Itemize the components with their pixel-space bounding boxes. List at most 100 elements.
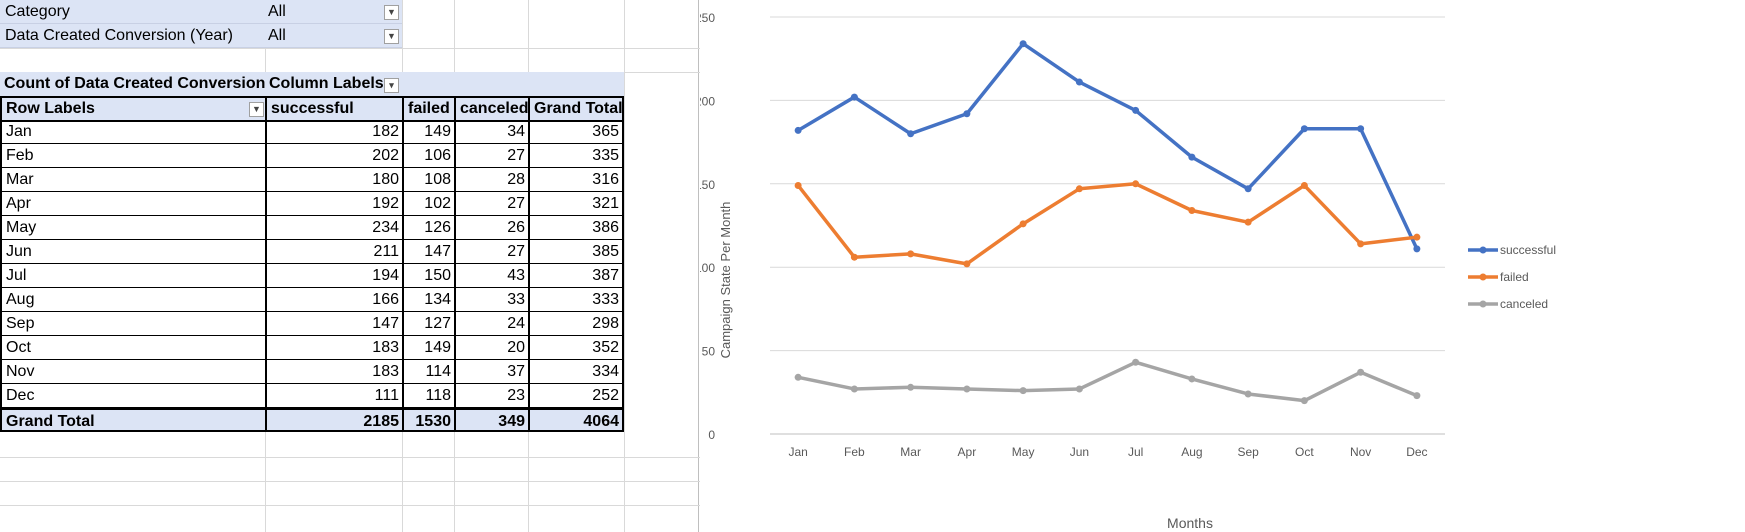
- value-canceled: 27: [454, 240, 528, 264]
- legend-item-successful[interactable]: successful: [1468, 243, 1556, 257]
- data-point-failed[interactable]: [1413, 233, 1421, 241]
- value-grand-total: 334: [528, 360, 624, 384]
- row-label: Nov: [0, 360, 265, 384]
- data-point-failed[interactable]: [1357, 240, 1365, 248]
- value-successful: 194: [265, 264, 402, 288]
- data-point-canceled[interactable]: [1075, 385, 1083, 393]
- data-point-failed[interactable]: [1244, 218, 1252, 226]
- data-point-canceled[interactable]: [794, 373, 802, 381]
- data-point-failed[interactable]: [850, 253, 858, 261]
- legend-marker: [1479, 246, 1487, 254]
- value-canceled: 27: [454, 192, 528, 216]
- data-point-failed[interactable]: [794, 181, 802, 189]
- value-successful: 183: [265, 336, 402, 360]
- legend-item-failed[interactable]: failed: [1468, 270, 1529, 284]
- value-successful: 202: [265, 144, 402, 168]
- series-line-failed[interactable]: [796, 182, 1418, 266]
- pivot-worksheet: Category All ▼ Data Created Conversion (…: [0, 0, 700, 532]
- value-failed: 150: [402, 264, 454, 288]
- column-filter-icon[interactable]: ▾: [384, 78, 399, 93]
- grid-row-line: [0, 481, 700, 482]
- value-grand-total: 298: [528, 312, 624, 336]
- row-label: Mar: [0, 168, 265, 192]
- data-point-canceled[interactable]: [1357, 368, 1365, 376]
- data-point-successful[interactable]: [1019, 40, 1027, 48]
- data-point-successful[interactable]: [1413, 245, 1421, 253]
- row-label: May: [0, 216, 265, 240]
- data-point-successful[interactable]: [850, 93, 858, 101]
- data-point-successful[interactable]: [1075, 78, 1083, 86]
- pivot-row: Jun 211 147 27 385: [0, 240, 624, 264]
- column-labels-header: Column Labels: [269, 75, 384, 92]
- x-tick-label: Jan: [788, 445, 807, 459]
- value-grand-total: 352: [528, 336, 624, 360]
- value-grand-total: 4064: [528, 408, 624, 432]
- grid-row-line: [0, 48, 700, 49]
- filter-dropdown-button[interactable]: ▼: [384, 5, 399, 20]
- row-label: Grand Total: [0, 408, 265, 432]
- data-point-failed[interactable]: [1300, 181, 1308, 189]
- data-point-successful[interactable]: [1300, 125, 1308, 133]
- data-point-failed[interactable]: [1075, 185, 1083, 193]
- data-point-successful[interactable]: [1357, 125, 1365, 133]
- header-grand-total: Grand Total: [528, 98, 624, 120]
- data-point-failed[interactable]: [1188, 206, 1196, 214]
- data-point-successful[interactable]: [1132, 106, 1140, 114]
- data-point-successful[interactable]: [907, 130, 915, 138]
- y-axis-ticks: 0 50 100 150 200 250: [700, 11, 715, 442]
- data-point-canceled[interactable]: [1132, 358, 1140, 366]
- data-point-canceled[interactable]: [1244, 390, 1252, 398]
- legend-marker: [1479, 273, 1487, 281]
- data-point-failed[interactable]: [907, 250, 915, 258]
- row-label: Dec: [0, 384, 265, 408]
- value-failed: 147: [402, 240, 454, 264]
- grand-total-row: Grand Total 2185 1530 349 4064: [0, 408, 624, 432]
- grid-column-line: [624, 0, 625, 532]
- pivot-row: Feb 202 106 27 335: [0, 144, 624, 168]
- data-point-canceled[interactable]: [963, 385, 971, 393]
- filter-value: All: [268, 27, 286, 44]
- data-point-canceled[interactable]: [907, 383, 915, 391]
- row-labels-dropdown-button[interactable]: ▼: [249, 102, 264, 117]
- value-grand-total: 365: [528, 120, 624, 144]
- data-point-canceled[interactable]: [1413, 392, 1421, 400]
- filter-value: All: [268, 3, 286, 20]
- data-point-failed[interactable]: [1019, 220, 1027, 228]
- data-point-successful[interactable]: [794, 126, 802, 134]
- x-tick-label: Dec: [1406, 445, 1427, 459]
- data-point-canceled[interactable]: [1300, 397, 1308, 405]
- data-point-canceled[interactable]: [1188, 375, 1196, 383]
- y-tick-label: 250: [700, 11, 715, 25]
- value-canceled: 33: [454, 288, 528, 312]
- value-grand-total: 321: [528, 192, 624, 216]
- chart-series: [794, 40, 1421, 405]
- pivot-row: May 234 126 26 386: [0, 216, 624, 240]
- data-point-failed[interactable]: [1132, 180, 1140, 188]
- legend-label: successful: [1500, 243, 1556, 257]
- filter-dropdown-button[interactable]: ▼: [384, 29, 399, 44]
- y-tick-label: 100: [700, 261, 715, 275]
- chart-legend: successful failed canceled: [1468, 243, 1556, 311]
- data-point-successful[interactable]: [1244, 185, 1252, 193]
- row-label: Jan: [0, 120, 265, 144]
- row-label: Jul: [0, 264, 265, 288]
- value-canceled: 23: [454, 384, 528, 408]
- data-point-successful[interactable]: [963, 110, 971, 118]
- filter-year: Data Created Conversion (Year) All ▼: [0, 24, 402, 48]
- value-successful: 111: [265, 384, 402, 408]
- legend-label: canceled: [1500, 297, 1548, 311]
- x-tick-label: Sep: [1237, 445, 1259, 459]
- legend-item-canceled[interactable]: canceled: [1468, 297, 1548, 311]
- data-point-successful[interactable]: [1188, 153, 1196, 161]
- pivot-title-row: Count of Data Created Conversion Column …: [0, 72, 624, 96]
- data-point-failed[interactable]: [963, 260, 971, 268]
- filter-category: Category All ▼: [0, 0, 402, 24]
- data-point-canceled[interactable]: [1019, 387, 1027, 395]
- line-chart[interactable]: 0 50 100 150 200 250 Jan Feb Mar Apr May Jun Jul Aug…: [700, 0, 1745, 532]
- value-grand-total: 386: [528, 216, 624, 240]
- series-line-successful[interactable]: [797, 41, 1419, 250]
- data-point-canceled[interactable]: [850, 385, 858, 393]
- series-line-canceled[interactable]: [797, 360, 1418, 403]
- value-canceled: 349: [454, 408, 528, 432]
- value-grand-total: 333: [528, 288, 624, 312]
